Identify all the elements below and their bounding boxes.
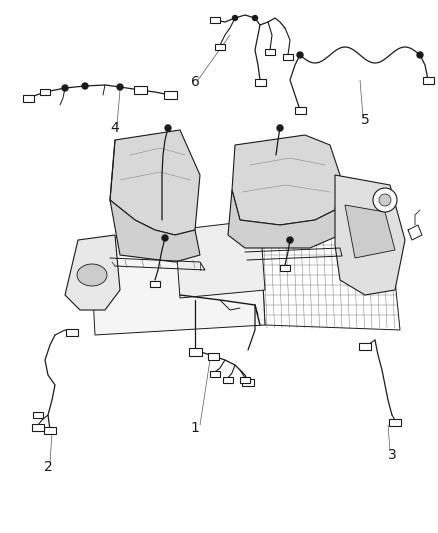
Bar <box>66 328 78 335</box>
Circle shape <box>297 52 303 58</box>
Polygon shape <box>175 220 265 298</box>
Text: 2: 2 <box>44 460 53 474</box>
Text: 1: 1 <box>191 421 199 435</box>
Bar <box>210 371 220 377</box>
Polygon shape <box>345 205 395 258</box>
Bar <box>44 426 56 433</box>
Bar <box>32 424 44 431</box>
Bar <box>254 78 265 85</box>
Polygon shape <box>110 130 200 235</box>
Polygon shape <box>90 225 265 335</box>
Bar <box>389 418 401 425</box>
Circle shape <box>417 52 423 58</box>
Circle shape <box>62 85 68 91</box>
Circle shape <box>277 125 283 131</box>
Bar <box>210 17 220 23</box>
Bar <box>294 107 305 114</box>
Text: 5: 5 <box>360 113 369 127</box>
Bar <box>134 86 146 94</box>
Bar <box>208 352 219 359</box>
Circle shape <box>379 194 391 206</box>
Circle shape <box>252 15 258 20</box>
Bar <box>40 89 50 95</box>
Circle shape <box>82 83 88 89</box>
Bar <box>242 378 254 385</box>
Bar <box>223 377 233 383</box>
Circle shape <box>233 15 237 20</box>
Polygon shape <box>65 235 120 310</box>
Circle shape <box>162 235 168 241</box>
Text: 4: 4 <box>111 121 120 135</box>
Circle shape <box>165 125 171 131</box>
Circle shape <box>287 237 293 243</box>
Polygon shape <box>335 175 405 295</box>
Ellipse shape <box>77 264 107 286</box>
Text: 3: 3 <box>388 448 396 462</box>
Bar <box>423 77 434 84</box>
Polygon shape <box>110 200 200 262</box>
Bar <box>265 49 275 55</box>
Bar <box>359 343 371 350</box>
Polygon shape <box>260 220 400 330</box>
Text: 6: 6 <box>191 75 199 89</box>
Bar <box>215 44 225 50</box>
Circle shape <box>373 188 397 212</box>
Polygon shape <box>232 135 340 225</box>
Polygon shape <box>228 190 340 248</box>
Bar <box>240 377 250 383</box>
Bar <box>163 91 177 99</box>
Bar <box>33 412 43 418</box>
Bar <box>283 54 293 60</box>
Bar <box>22 94 33 101</box>
Bar <box>150 281 160 287</box>
Circle shape <box>117 84 123 90</box>
Bar <box>188 348 201 356</box>
Bar <box>280 265 290 271</box>
